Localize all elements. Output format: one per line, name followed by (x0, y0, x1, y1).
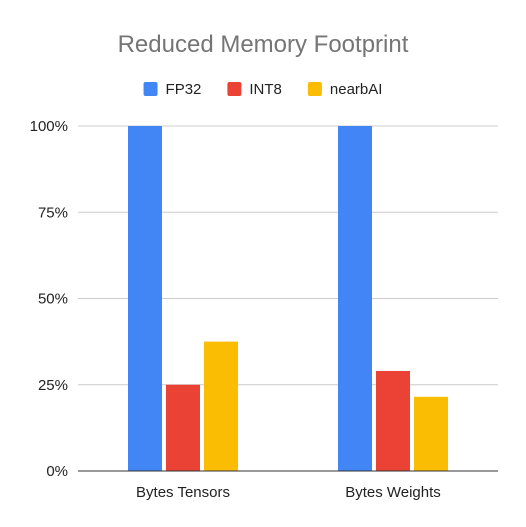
bars (128, 126, 448, 471)
bar-int8-2 (376, 370, 410, 471)
x-category-label: Bytes Tensors (136, 484, 230, 501)
x-axis-categories: Bytes Tensors Bytes Weights (136, 484, 441, 501)
legend-swatch (307, 82, 322, 96)
y-tick-label: 25% (38, 377, 68, 394)
legend-label: nearbAI (330, 81, 383, 98)
bar-fp32-2 (338, 126, 372, 471)
y-tick-label: 50% (38, 291, 68, 308)
legend-label: INT8 (249, 81, 282, 98)
y-tick-label: 100% (30, 118, 68, 135)
legend-swatch (227, 82, 242, 96)
bar-int8-1 (166, 384, 200, 471)
y-tick-label: 75% (38, 204, 68, 221)
x-category-label: Bytes Weights (345, 484, 441, 501)
legend: FP32 INT8 nearbAI (143, 81, 383, 98)
chart-title: Reduced Memory Footprint (118, 31, 409, 58)
bar-nearbai-1 (204, 341, 238, 471)
bar-fp32-1 (128, 126, 162, 471)
y-tick-label: 0% (46, 463, 68, 480)
legend-label: FP32 (166, 81, 202, 98)
y-axis-ticks: 0% 25% 50% 75% 100% (30, 118, 68, 480)
legend-swatch (143, 82, 158, 96)
bar-nearbai-2 (414, 396, 448, 471)
